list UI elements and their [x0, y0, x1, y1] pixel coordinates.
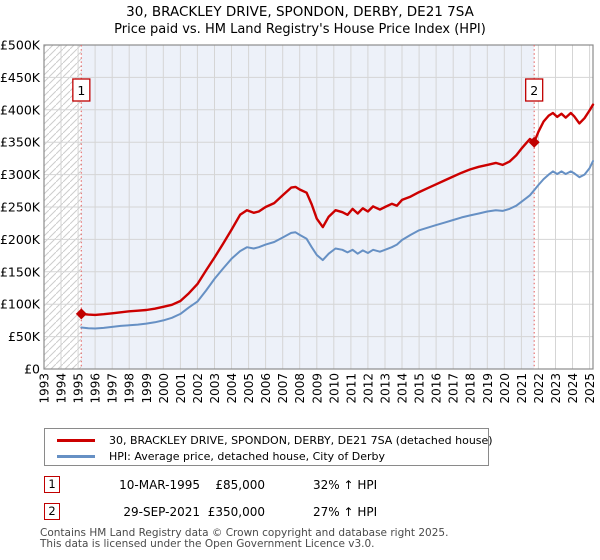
- x-tick-label: 2005: [242, 373, 256, 404]
- transaction-2-date: 29-SEP-2021: [123, 505, 200, 519]
- sale-label-box-1: [72, 78, 91, 102]
- transaction-1-hpi: 32% ↑ HPI: [313, 478, 378, 492]
- x-tick-label: 2008: [293, 373, 307, 404]
- x-tick-label: 2011: [344, 373, 358, 404]
- x-tick-label: 2022: [532, 373, 546, 404]
- y-tick-label: £250K: [0, 200, 41, 215]
- x-tick-label: 2003: [208, 373, 222, 404]
- x-tick-label: 2000: [157, 373, 171, 404]
- blue-line-sample: [57, 454, 95, 458]
- x-tick-label: 1999: [140, 373, 154, 404]
- transaction-2-hpi: 27% ↑ HPI: [313, 505, 378, 519]
- x-tick-label: 1995: [72, 373, 86, 404]
- page-subtitle: Price paid vs. HM Land Registry's House …: [114, 22, 486, 37]
- y-tick-label: £500K: [0, 38, 41, 53]
- x-tick-label: 1997: [106, 373, 120, 404]
- sale-marker-2: [528, 136, 540, 148]
- x-tick-label: 2001: [174, 373, 188, 404]
- x-tick-label: 2015: [413, 373, 427, 404]
- y-tick-label: £400K: [0, 102, 41, 117]
- transaction-row-2: 2 29-SEP-2021 £350,000 27% ↑ HPI: [44, 503, 584, 522]
- x-tick-label: 1993: [38, 373, 52, 404]
- x-tick-label: 2021: [515, 373, 529, 404]
- x-tick-label: 2013: [379, 373, 393, 404]
- x-tick-label: 2025: [583, 373, 597, 404]
- legend-box: 30, BRACKLEY DRIVE, SPONDON, DERBY, DE21…: [44, 428, 493, 466]
- sale-label-box-2: [525, 78, 544, 102]
- y-tick-label: £200K: [0, 232, 41, 247]
- red-line-sample: [57, 438, 95, 442]
- transaction-2-marker: 2: [44, 503, 60, 520]
- transaction-1-price: £85,000: [215, 478, 265, 492]
- copyright-line-2: This data is licensed under the Open Gov…: [40, 537, 375, 550]
- legend-item-property: 30, BRACKLEY DRIVE, SPONDON, DERBY, DE21…: [45, 432, 493, 448]
- x-tick-label: 2014: [396, 373, 410, 404]
- x-tick-label: 2006: [259, 373, 273, 404]
- x-tick-label: 1998: [123, 373, 137, 404]
- x-tick-label: 2019: [481, 373, 495, 404]
- x-tick-label: 2002: [191, 373, 205, 404]
- x-tick-label: 2009: [310, 373, 324, 404]
- transaction-1-marker: 1: [44, 476, 60, 493]
- plot-border: [43, 44, 594, 370]
- hpi-line: [80, 160, 594, 330]
- x-tick-label: 2016: [430, 373, 444, 404]
- y-tick-label: £0: [24, 362, 40, 377]
- y-tick-label: £350K: [0, 135, 41, 150]
- legend-label-hpi: HPI: Average price, detached house, City…: [109, 449, 386, 463]
- legend-item-hpi: HPI: Average price, detached house, City…: [45, 448, 488, 464]
- sale-label-2: 2: [530, 83, 538, 98]
- transaction-1-date: 10-MAR-1995: [119, 478, 200, 492]
- x-tick-label: 1994: [55, 373, 69, 404]
- x-tick-label: 2020: [498, 373, 512, 404]
- y-tick-label: £150K: [0, 264, 41, 279]
- legend-label-property: 30, BRACKLEY DRIVE, SPONDON, DERBY, DE21…: [109, 433, 493, 447]
- price-history-chart: 1 2 £0 £50K £100K £150K £200K £250K £300K £350K £4…: [0, 38, 597, 404]
- x-tick-label: 2018: [464, 373, 478, 404]
- x-tick-label: 2017: [447, 373, 461, 404]
- x-tick-label: 1996: [89, 373, 103, 404]
- transaction-row-1: 1 10-MAR-1995 £85,000 32% ↑ HPI: [44, 476, 584, 495]
- x-tick-label: 2004: [225, 373, 239, 404]
- sale-marker-1: [75, 308, 87, 320]
- transaction-2-price: £350,000: [207, 505, 265, 519]
- page-title: 30, BRACKLEY DRIVE, SPONDON, DERBY, DE21…: [126, 4, 474, 20]
- x-tick-label: 2007: [276, 373, 290, 404]
- y-tick-label: £450K: [0, 70, 41, 85]
- y-tick-label: £300K: [0, 167, 41, 182]
- copyright-line-1: Contains HM Land Registry data © Crown c…: [40, 527, 449, 539]
- y-tick-label: £50K: [8, 329, 41, 344]
- x-tick-label: 2023: [549, 373, 563, 404]
- y-tick-label: £100K: [0, 297, 41, 312]
- x-tick-label: 2010: [327, 373, 341, 404]
- sale-label-1: 1: [77, 83, 85, 98]
- copyright-notice: Contains HM Land Registry data © Crown c…: [40, 528, 448, 549]
- x-tick-label: 2024: [566, 373, 580, 404]
- x-tick-label: 2012: [361, 373, 375, 404]
